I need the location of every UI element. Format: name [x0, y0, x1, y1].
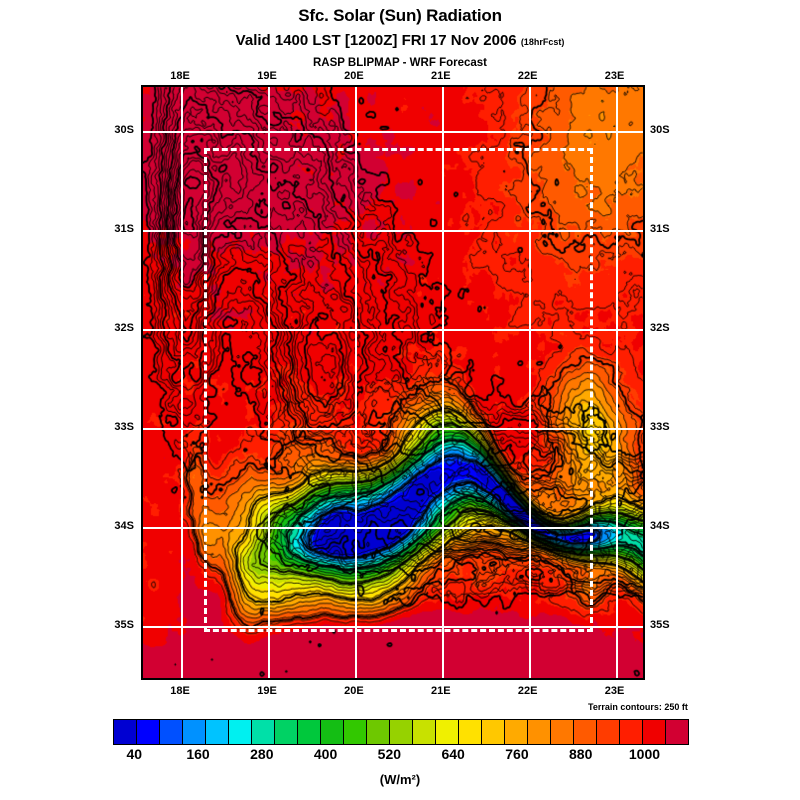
colorbar-segment-5	[229, 720, 252, 744]
colorbar-segment-0	[114, 720, 137, 744]
forecast-validity-subtitle: Valid 1400 LST [1200Z] FRI 17 Nov 2006 (…	[0, 32, 800, 49]
ytick-right-31S: 31S	[650, 222, 670, 235]
colorbar	[113, 719, 689, 745]
ytick-right-35S: 35S	[650, 619, 670, 632]
colorbar-segment-6	[252, 720, 275, 744]
ytick-right-34S: 34S	[650, 520, 670, 533]
xtick-bottom-20E: 20E	[344, 685, 364, 697]
model-source-label: RASP BLIPMAP - WRF Forecast	[312, 57, 488, 69]
xtick-top-22E: 22E	[517, 70, 538, 82]
valid-time-text: Valid 1400 LST [1200Z] FRI 17 Nov 2006	[235, 32, 517, 49]
ytick-left-32S: 32S	[114, 321, 134, 334]
colorbar-tick-880: 880	[569, 746, 593, 762]
colorbar-tick-400: 400	[313, 746, 338, 762]
xtick-top-18E: 18E	[170, 70, 190, 82]
xtick-bottom-23E: 23E	[604, 685, 625, 697]
xtick-bottom-21E: 21E	[430, 685, 451, 697]
colorbar-tick-40: 40	[126, 746, 143, 762]
colorbar-segment-14	[436, 720, 459, 744]
xtick-bottom-22E: 22E	[517, 685, 538, 697]
colorbar-segment-3	[183, 720, 206, 744]
colorbar-tick-760: 760	[505, 746, 529, 762]
colorbar-tick-1000: 1000	[628, 746, 661, 762]
xtick-top-21E: 21E	[430, 70, 451, 82]
map-plot-area[interactable]	[141, 85, 645, 680]
colorbar-segment-4	[206, 720, 229, 744]
xtick-top-23E: 23E	[604, 70, 625, 82]
ytick-right-33S: 33S	[650, 421, 670, 434]
colorbar-segment-16	[482, 720, 505, 744]
colorbar-segment-10	[344, 720, 367, 744]
colorbar-segment-22	[620, 720, 643, 744]
ytick-right-32S: 32S	[650, 321, 670, 334]
colorbar-segment-7	[275, 720, 298, 744]
colorbar-segment-19	[551, 720, 574, 744]
ytick-left-31S: 31S	[114, 222, 134, 235]
radiation-color-field	[143, 87, 643, 678]
xtick-top-20E: 20E	[344, 70, 364, 82]
colorbar-segment-12	[390, 720, 413, 744]
colorbar-segment-11	[367, 720, 390, 744]
xtick-top-19E: 19E	[257, 70, 277, 82]
colorbar-segment-15	[459, 720, 482, 744]
colorbar-tick-520: 520	[377, 746, 402, 762]
terrain-contour-note: Terrain contours: 250 ft	[588, 702, 688, 712]
colorbar-tick-280: 280	[250, 746, 274, 762]
colorbar-segment-24	[666, 720, 688, 744]
colorbar-segment-18	[528, 720, 551, 744]
ytick-left-33S: 33S	[114, 421, 134, 434]
ytick-right-30S: 30S	[650, 123, 670, 136]
ytick-left-30S: 30S	[114, 123, 134, 136]
ytick-left-34S: 34S	[114, 520, 134, 533]
colorbar-segment-21	[597, 720, 620, 744]
colorbar-segment-1	[137, 720, 160, 744]
xtick-bottom-18E: 18E	[170, 685, 190, 697]
colorbar-segment-17	[505, 720, 528, 744]
xtick-bottom-19E: 19E	[257, 685, 277, 697]
colorbar-segment-8	[298, 720, 321, 744]
colorbar-tick-640: 640	[441, 746, 465, 762]
colorbar-segment-13	[413, 720, 436, 744]
colorbar-segment-2	[160, 720, 183, 744]
page-title: Sfc. Solar (Sun) Radiation	[298, 6, 502, 25]
forecast-hour-label: (18hrFcst)	[520, 37, 565, 47]
colorbar-segment-23	[643, 720, 666, 744]
colorbar-tick-160: 160	[186, 746, 210, 762]
ytick-left-35S: 35S	[114, 619, 134, 632]
colorbar-segment-9	[321, 720, 344, 744]
colorbar-segment-20	[574, 720, 597, 744]
colorbar-units-label: (W/m²)	[379, 772, 421, 787]
